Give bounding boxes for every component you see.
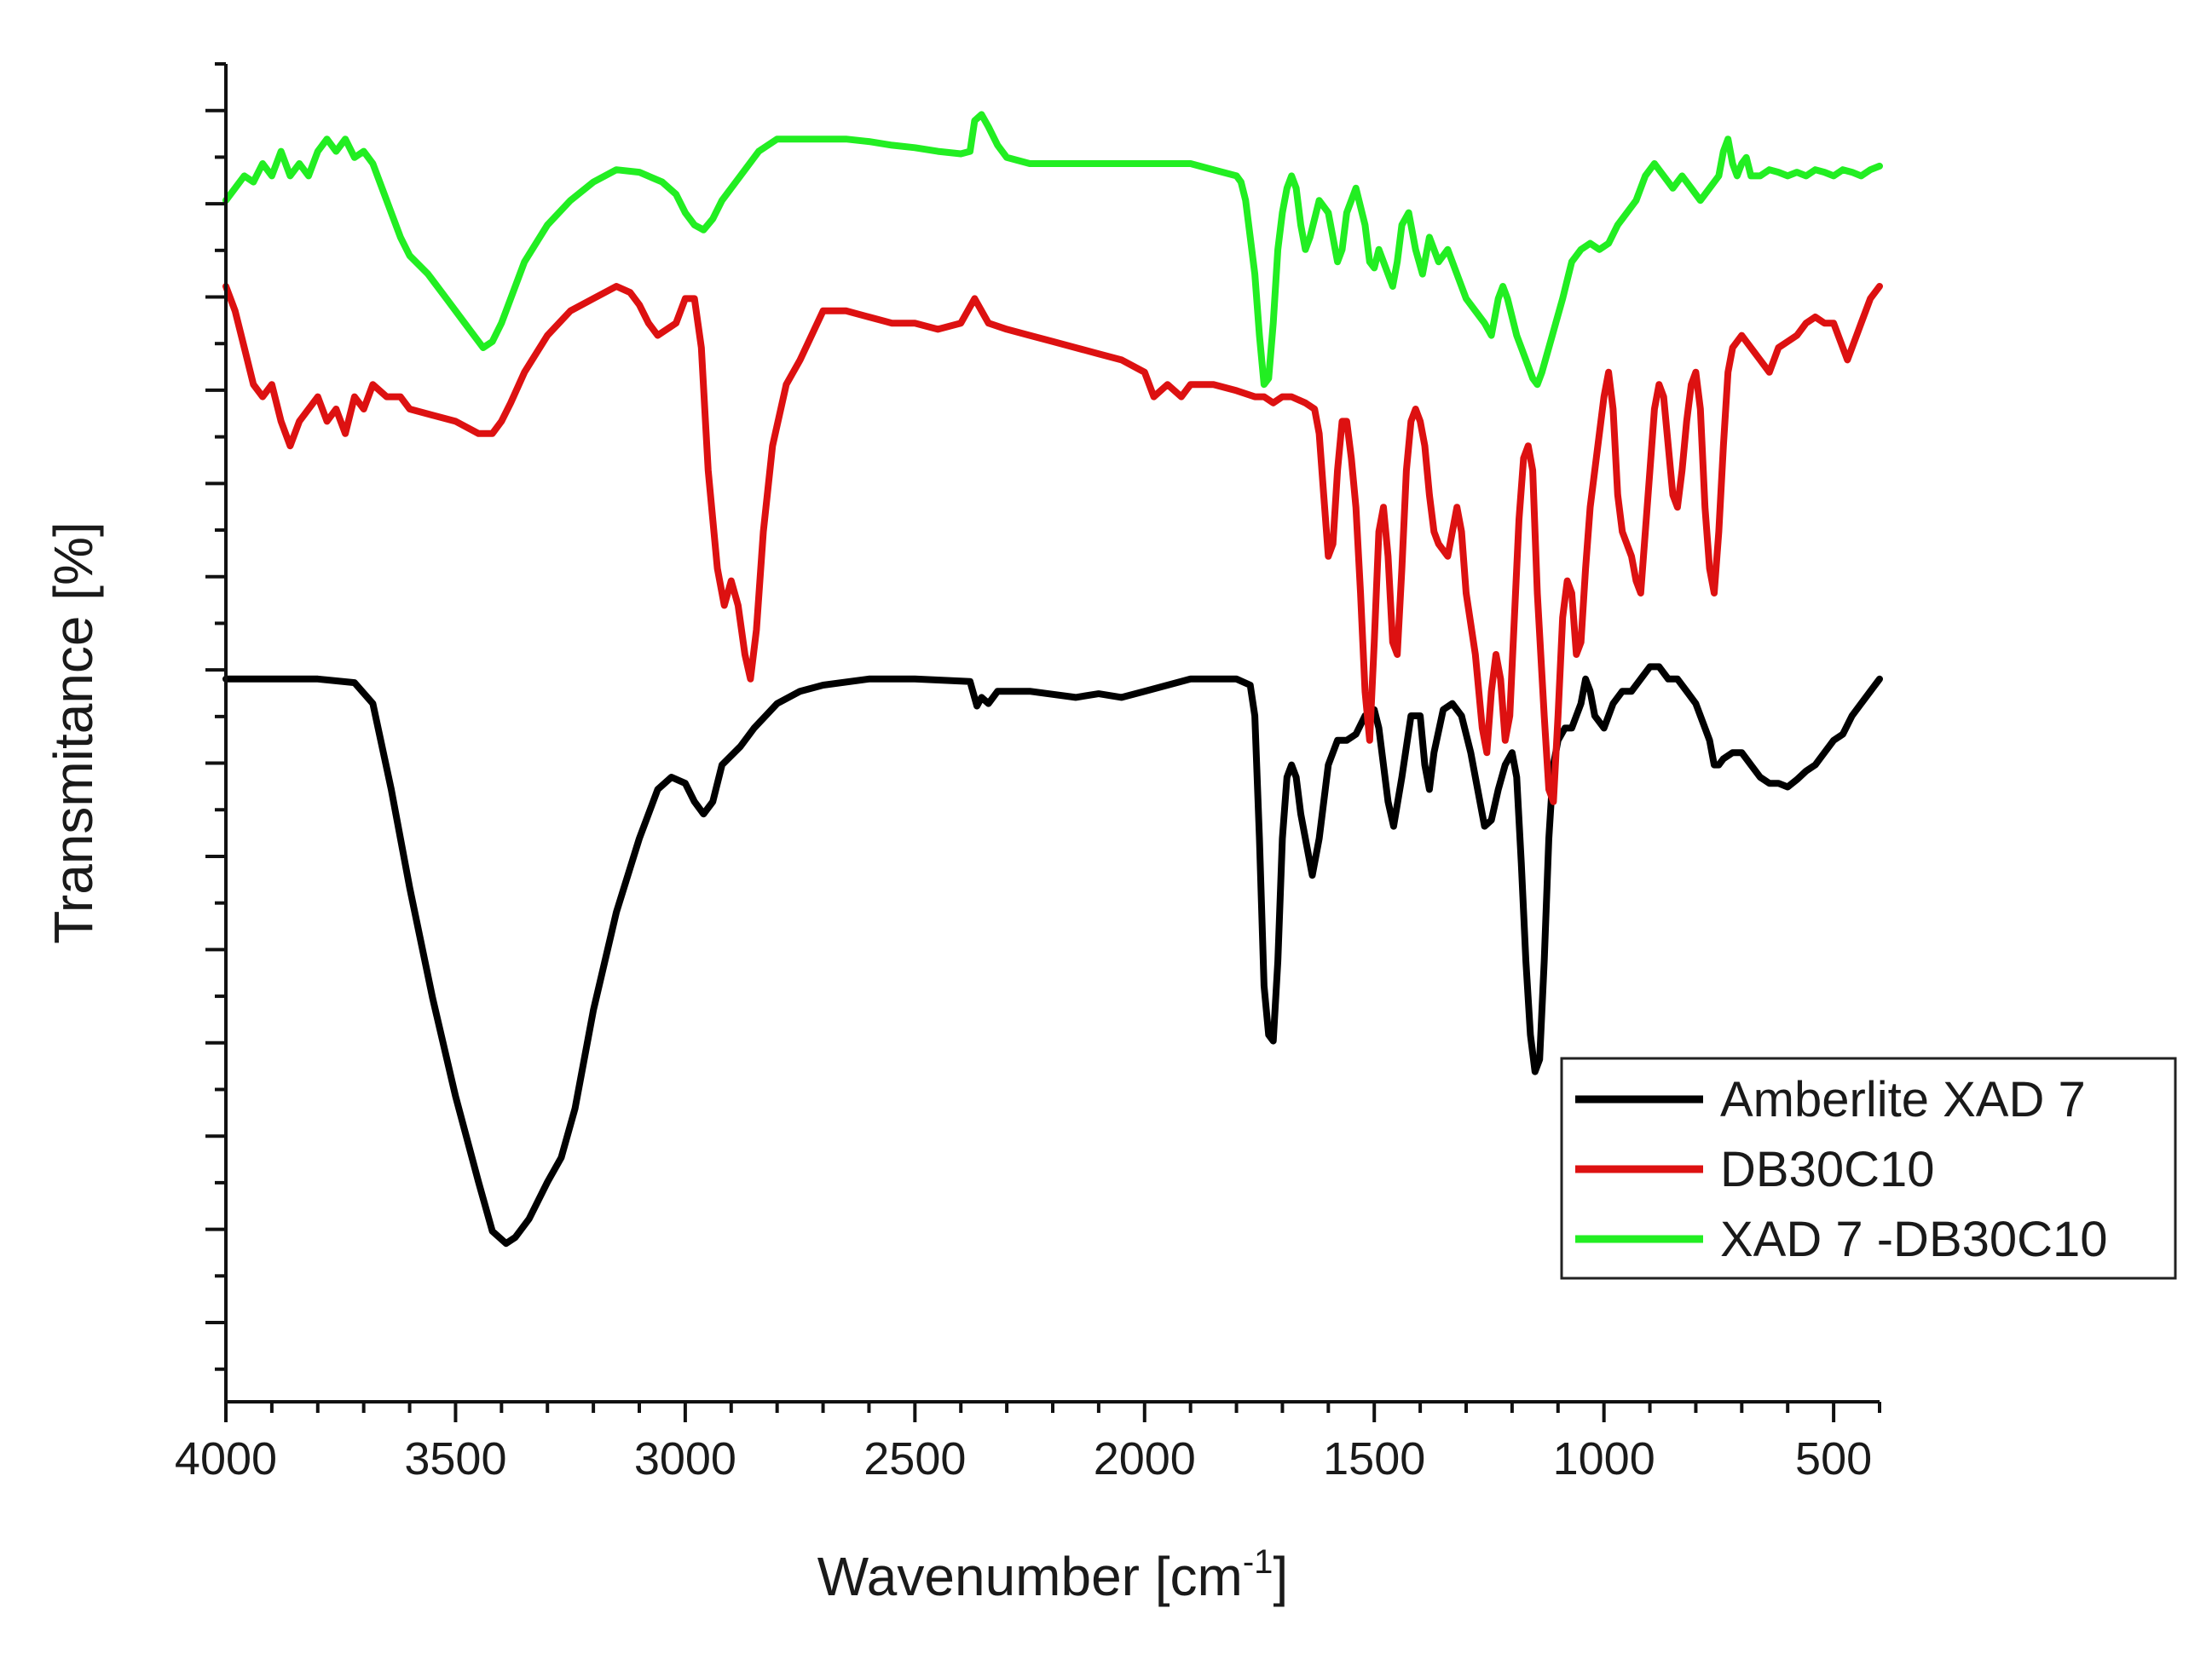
legend-label-xad7-db30c10: XAD 7 -DB30C10 — [1720, 1212, 2108, 1267]
x-tick-label: 500 — [1795, 1433, 1872, 1484]
x-axis-title-suffix: ] — [1273, 1546, 1288, 1607]
x-tick-label: 1500 — [1323, 1433, 1425, 1484]
y-ticks — [205, 62, 226, 1371]
x-axis-title-superscript: -1 — [1243, 1543, 1273, 1581]
x-ticks — [224, 1402, 1881, 1422]
series-line-db30c10 — [222, 283, 1883, 805]
x-tick-label: 2500 — [863, 1433, 966, 1484]
legend-label-db30c10: DB30C10 — [1720, 1142, 1934, 1197]
x-tick-label: 1000 — [1553, 1433, 1655, 1484]
series-line-xad7-db30c10 — [222, 111, 1883, 389]
x-tick-label: 4000 — [175, 1433, 277, 1484]
x-tick-label: 3000 — [634, 1433, 736, 1484]
legend-label-amberlite: Amberlite XAD 7 — [1720, 1072, 2086, 1127]
x-tick-label: 2000 — [1094, 1433, 1196, 1484]
x-tick-label: 3500 — [404, 1433, 506, 1484]
plot-lines — [222, 111, 1883, 1248]
series-line-amberlite — [222, 663, 1883, 1248]
x-axis-title-main: Wavenumber [cm — [817, 1546, 1243, 1607]
y-axis-title: Transmitance [%] — [43, 522, 104, 944]
x-tick-labels: 4000 3500 3000 2500 2000 1500 1000 500 — [175, 1433, 1872, 1484]
x-axis-title: Wavenumber [cm-1] — [817, 1543, 1288, 1607]
legend: Amberlite XAD 7 DB30C10 XAD 7 -DB30C10 — [1560, 1057, 2177, 1280]
